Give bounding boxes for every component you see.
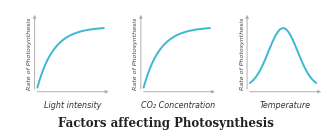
Text: Rate of Photosynthesis: Rate of Photosynthesis xyxy=(27,18,32,90)
Text: Light intensity: Light intensity xyxy=(43,101,101,111)
Text: CO₂ Concentration: CO₂ Concentration xyxy=(141,101,216,111)
Text: Rate of Photosynthesis: Rate of Photosynthesis xyxy=(240,18,245,90)
Text: Rate of Photosynthesis: Rate of Photosynthesis xyxy=(133,18,138,90)
Text: Factors affecting Photosynthesis: Factors affecting Photosynthesis xyxy=(58,117,274,130)
Text: Temperature: Temperature xyxy=(259,101,310,111)
